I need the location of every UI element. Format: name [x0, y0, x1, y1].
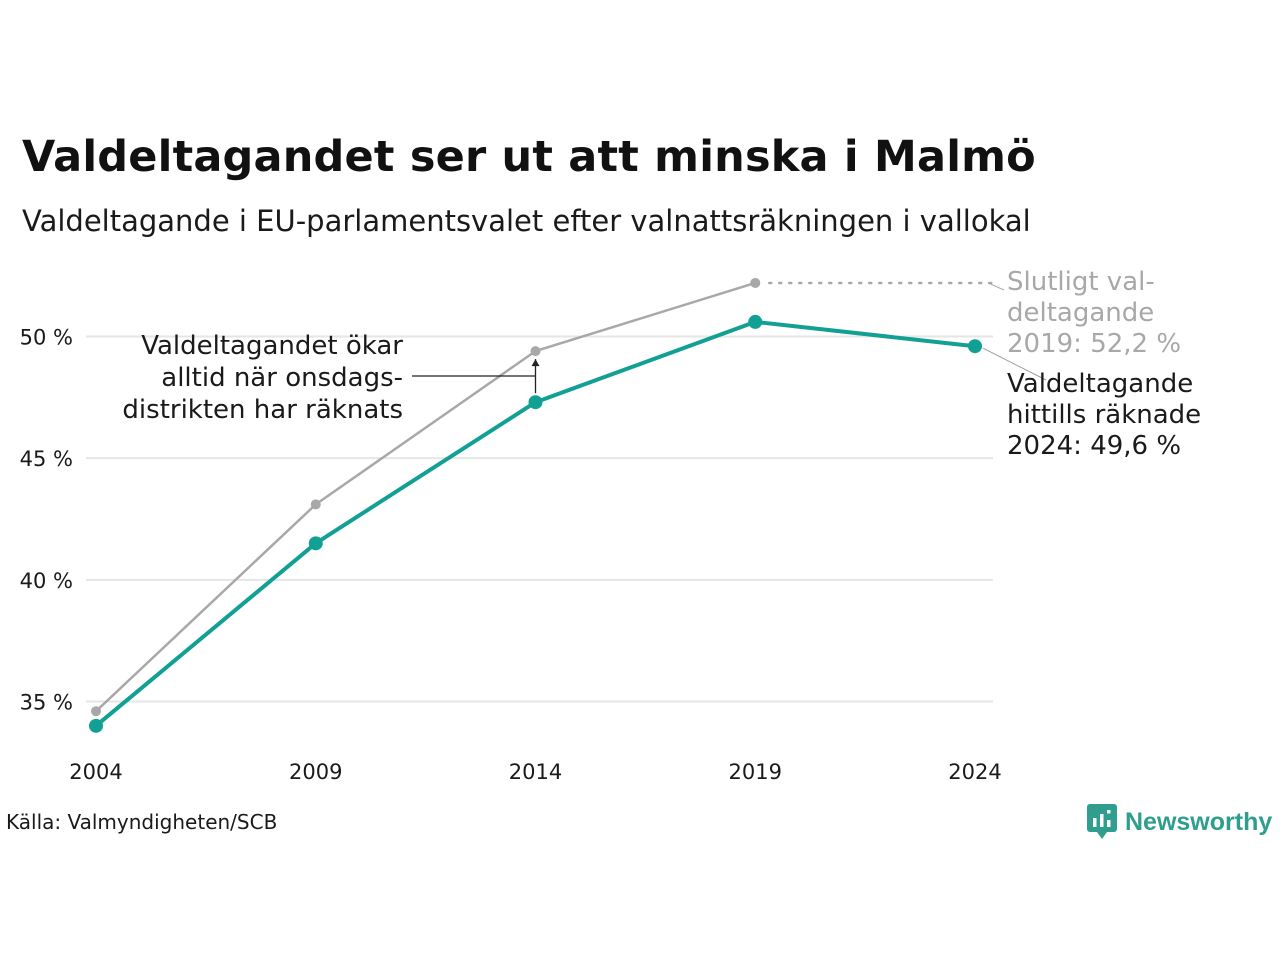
x-tick-label: 2009: [289, 760, 342, 784]
newsworthy-logo-icon: [1087, 804, 1117, 839]
callout-arrowhead-up: [531, 359, 540, 367]
gridlines: [86, 335, 993, 703]
series-line-final: [95, 281, 756, 713]
final-value-label-line: Slutligt val-: [1007, 267, 1155, 297]
x-tick-label: 2019: [729, 760, 782, 784]
data-point-counted: [528, 395, 543, 410]
x-tick-label: 2024: [948, 760, 1001, 784]
counted-value-label-line: 2024: 49,6 %: [1007, 431, 1181, 461]
y-tick-label: 35 %: [20, 691, 73, 715]
data-point-counted: [308, 536, 323, 551]
data-point-counted: [89, 718, 103, 733]
chart-title: Valdeltagandet ser ut att minska i Malmö: [22, 132, 1036, 182]
data-point-final: [530, 346, 541, 357]
data-point-final: [310, 499, 321, 510]
x-tick-label: 2004: [69, 760, 122, 784]
y-tick-label: 50 %: [20, 326, 73, 350]
callout-text-line: distrikten har räknats: [122, 395, 403, 425]
callout-text-line: alltid när onsdags-: [161, 363, 403, 393]
annotations: Slutligt val-deltagande 2019: 52,2 % Valde…: [122, 267, 1201, 461]
final-value-label-line: 2019: 52,2 %: [1007, 329, 1181, 359]
source-note: Källa: Valmyndigheten/SCB: [6, 810, 278, 834]
callout-text-line: Valdeltagandet ökar: [141, 331, 403, 361]
final-label-leader: [987, 282, 1005, 291]
newsworthy-logo[interactable]: Newsworthy: [1087, 804, 1272, 840]
counted-value-label-line: Valdeltagande: [1007, 369, 1193, 399]
callout-text: Valdeltagandet ökar alltid när onsdags-di…: [122, 331, 403, 425]
data-point-counted: [748, 314, 763, 329]
data-point-final: [91, 706, 101, 717]
x-tick-label: 2014: [509, 760, 562, 784]
data-point-final: [750, 277, 761, 288]
counted-label-leader: [982, 347, 1047, 381]
series: [89, 277, 982, 733]
x-axis-ticks: 2004 2009 2014 2019 2024: [69, 760, 1001, 784]
y-tick-label: 45 %: [20, 447, 73, 471]
y-tick-label: 40 %: [20, 569, 73, 593]
chart-subtitle: Valdeltagande i EU-parlamentsvalet efter…: [22, 204, 1031, 238]
counted-value-label-line: hittills räknade: [1007, 400, 1201, 430]
final-value-label: Slutligt val-deltagande 2019: 52,2 %: [1007, 267, 1181, 359]
data-point-counted: [968, 339, 982, 354]
newsworthy-logo-text: Newsworthy: [1125, 807, 1273, 836]
final-value-label-line: deltagande: [1007, 298, 1154, 328]
y-axis-ticks: 35 % 40 % 45 % 50 %: [20, 326, 73, 715]
counted-value-label: Valdeltagande hittills räknade 2024: 49,6 …: [1007, 369, 1201, 461]
